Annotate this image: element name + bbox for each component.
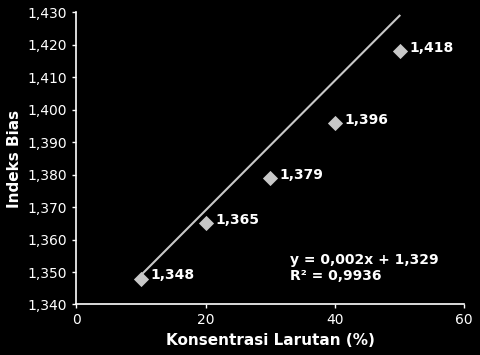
- Text: 1,348: 1,348: [151, 268, 195, 282]
- Point: [202, 220, 209, 226]
- Text: 1,418: 1,418: [409, 41, 454, 55]
- Text: 1,379: 1,379: [280, 168, 324, 182]
- Y-axis label: Indeks Bias: Indeks Bias: [7, 109, 22, 208]
- Text: y = 0,002x + 1,329
R² = 0,9936: y = 0,002x + 1,329 R² = 0,9936: [289, 252, 438, 283]
- Point: [396, 49, 403, 54]
- X-axis label: Konsentrasi Larutan (%): Konsentrasi Larutan (%): [166, 333, 374, 348]
- Point: [331, 120, 339, 126]
- Text: 1,365: 1,365: [215, 213, 259, 227]
- Point: [266, 175, 274, 181]
- Point: [137, 276, 144, 282]
- Text: 1,396: 1,396: [345, 113, 388, 126]
